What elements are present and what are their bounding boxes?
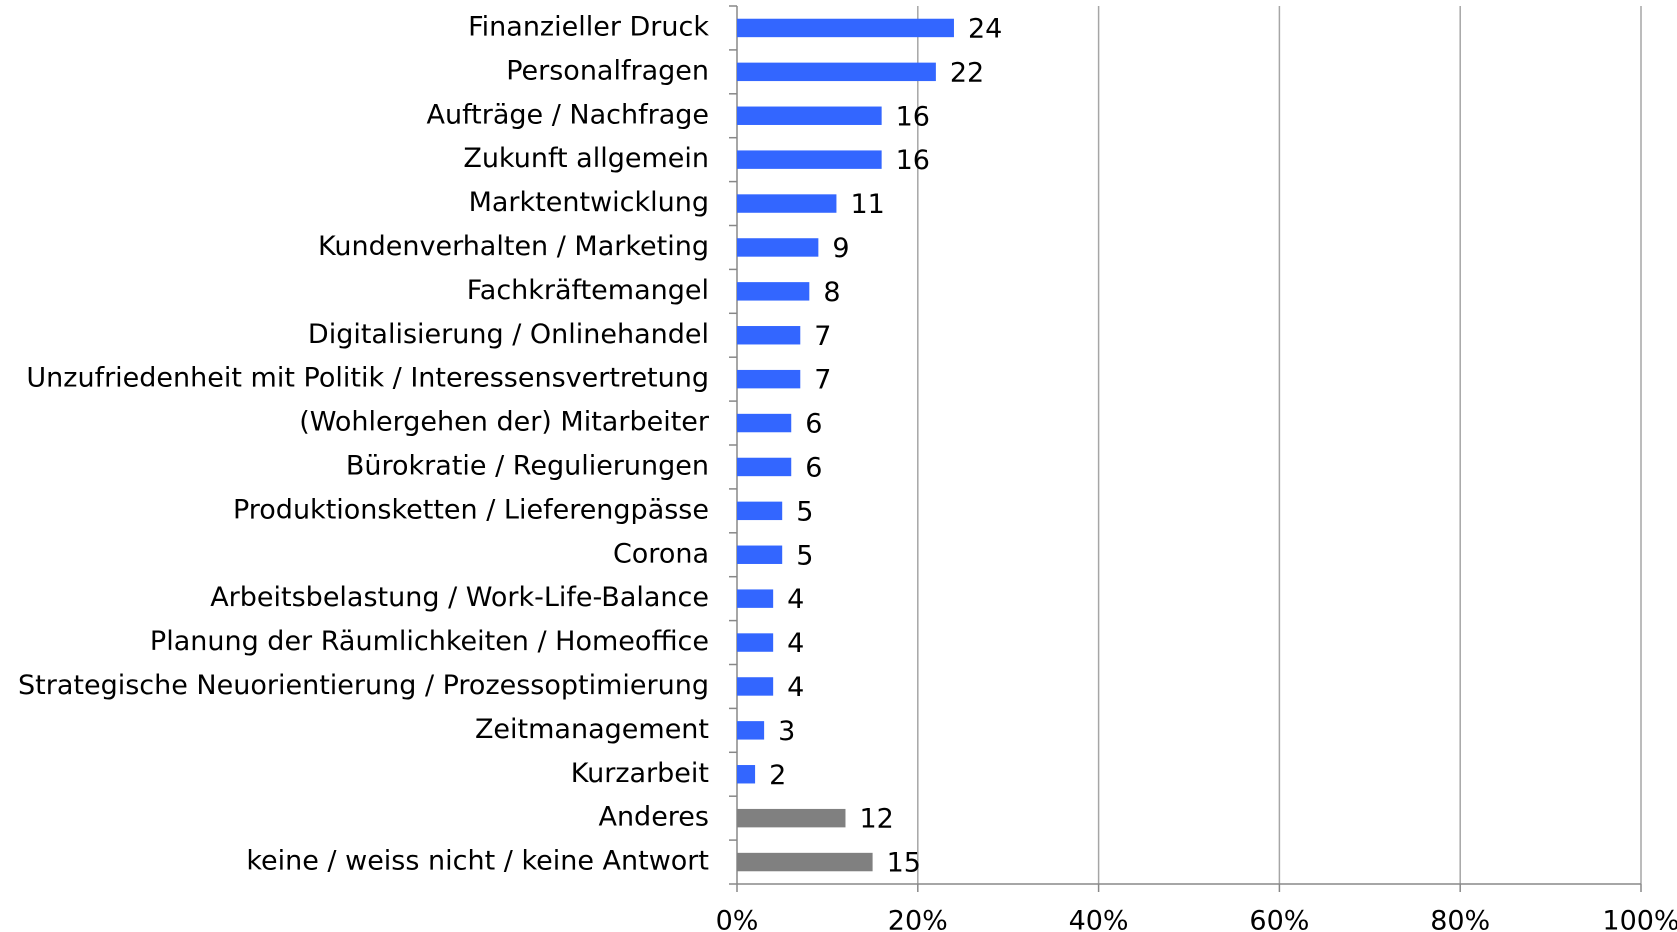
x-tick-label: 40% bbox=[1069, 906, 1129, 932]
data-label: 12 bbox=[859, 804, 893, 835]
bar bbox=[737, 413, 792, 433]
y-tick-label: Zeitmanagement bbox=[475, 714, 709, 745]
bar bbox=[737, 238, 819, 257]
data-label: 4 bbox=[787, 628, 804, 659]
data-label: 11 bbox=[850, 189, 884, 220]
y-tick-label: Zukunft allgemein bbox=[463, 143, 709, 174]
bar bbox=[737, 765, 756, 784]
y-tick-label: Marktentwicklung bbox=[469, 187, 709, 218]
bar bbox=[737, 633, 774, 652]
data-label: 16 bbox=[896, 145, 930, 176]
y-tick-label: Bürokratie / Regulierungen bbox=[346, 450, 709, 481]
x-tick-label: 0% bbox=[716, 906, 759, 932]
bar bbox=[737, 808, 846, 828]
data-label: 2 bbox=[769, 760, 786, 791]
y-tick-label: Aufträge / Nachfrage bbox=[427, 99, 709, 130]
bar bbox=[737, 194, 837, 213]
bar bbox=[737, 677, 774, 696]
y-tick-label: Produktionsketten / Lieferengpässe bbox=[233, 494, 709, 525]
data-label: 6 bbox=[805, 452, 822, 483]
bar bbox=[737, 106, 882, 125]
y-tick-label: Kurzarbeit bbox=[571, 758, 709, 789]
data-label: 16 bbox=[896, 101, 930, 132]
data-label: 3 bbox=[778, 716, 795, 747]
bar bbox=[737, 589, 774, 608]
data-label: 5 bbox=[796, 496, 813, 527]
y-tick-label: Personalfragen bbox=[506, 55, 709, 86]
bar bbox=[737, 18, 954, 38]
y-tick-label: Kundenverhalten / Marketing bbox=[318, 231, 709, 262]
y-tick-label: Fachkräftemangel bbox=[467, 275, 709, 306]
data-label: 8 bbox=[823, 277, 840, 308]
x-tick-label: 60% bbox=[1249, 906, 1309, 932]
bar bbox=[737, 326, 801, 345]
bar bbox=[737, 721, 765, 740]
y-tick-label: (Wohlergehen der) Mitarbeiter bbox=[299, 407, 710, 438]
bar bbox=[737, 282, 810, 301]
bar bbox=[737, 62, 936, 82]
x-tick-label: 100% bbox=[1602, 906, 1677, 932]
y-tick-label: Arbeitsbelastung / Work-Life-Balance bbox=[210, 582, 709, 613]
data-label: 22 bbox=[950, 57, 984, 88]
y-tick-label: Planung der Räumlichkeiten / Homeoffice bbox=[150, 626, 709, 657]
data-label: 7 bbox=[814, 321, 831, 352]
data-label: 9 bbox=[832, 233, 849, 264]
y-tick-label: Anderes bbox=[598, 802, 709, 833]
data-label: 24 bbox=[968, 13, 1002, 44]
bar bbox=[737, 150, 882, 169]
x-tick-label: 20% bbox=[888, 906, 948, 932]
y-tick-label: Corona bbox=[613, 538, 709, 569]
bar bbox=[737, 501, 783, 521]
data-label: 5 bbox=[796, 540, 813, 571]
bar bbox=[737, 457, 792, 477]
y-tick-label: Strategische Neuorientierung / Prozessop… bbox=[18, 670, 709, 701]
y-tick-label: Digitalisierung / Onlinehandel bbox=[308, 319, 709, 350]
x-tick-label: 80% bbox=[1430, 906, 1490, 932]
y-tick-label: Finanzieller Druck bbox=[468, 11, 709, 42]
data-label: 15 bbox=[887, 848, 921, 879]
data-label: 6 bbox=[805, 409, 822, 440]
y-tick-label: Unzufriedenheit mit Politik / Interessen… bbox=[26, 363, 709, 394]
data-label: 4 bbox=[787, 672, 804, 703]
bar bbox=[737, 852, 873, 872]
data-label: 4 bbox=[787, 584, 804, 615]
bar bbox=[737, 545, 783, 564]
bar bbox=[737, 369, 801, 389]
y-tick-label: keine / weiss nicht / keine Antwort bbox=[246, 846, 709, 877]
data-label: 7 bbox=[814, 365, 831, 396]
